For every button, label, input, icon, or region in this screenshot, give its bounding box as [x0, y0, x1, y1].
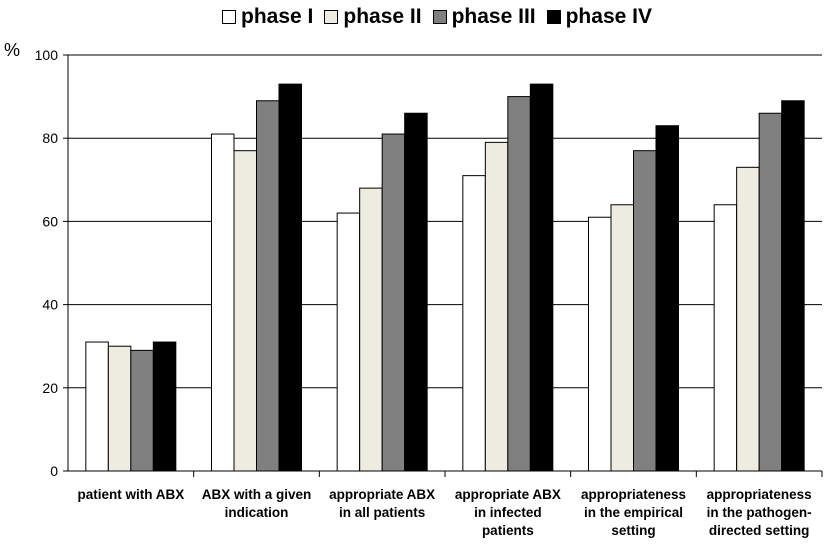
x-tick-label: directed setting	[709, 523, 810, 538]
x-tick-label: appropriateness	[581, 487, 686, 502]
bar	[85, 341, 109, 472]
bar	[781, 100, 805, 472]
bar	[610, 204, 634, 472]
y-tick-label: 100	[35, 47, 59, 63]
bar	[507, 96, 531, 472]
bar	[588, 216, 612, 472]
legend: phase I phase II phase III phase IV	[222, 5, 663, 29]
bar	[359, 187, 383, 472]
bar	[633, 150, 657, 472]
x-tick-label: in the empirical	[584, 505, 683, 520]
bar	[462, 175, 486, 472]
bar	[404, 112, 428, 472]
x-tick-label: setting	[611, 523, 655, 538]
legend-item-phase-3: phase III	[432, 5, 536, 29]
y-tick-label: 40	[42, 297, 58, 313]
bar	[107, 345, 132, 472]
x-tick-label: patient with ABX	[77, 487, 184, 502]
legend-label-phase-1: phase I	[241, 5, 314, 28]
bar	[152, 341, 177, 472]
legend-label-phase-2: phase II	[343, 5, 422, 28]
legend-item-phase-1: phase I	[222, 5, 313, 29]
legend-item-phase-2: phase II	[324, 5, 422, 29]
bar	[529, 83, 554, 472]
x-tick-label: in the pathogen-	[707, 505, 812, 520]
y-tick-label: 60	[42, 213, 58, 229]
x-tick-label: ABX with a given	[202, 487, 312, 502]
y-tick-label: 20	[42, 380, 58, 396]
bar	[484, 141, 509, 472]
x-tick-label: appropriate ABX	[455, 487, 561, 502]
y-tick-label: 80	[42, 130, 58, 146]
legend-item-phase-4: phase IV	[546, 5, 652, 29]
legend-label-phase-3: phase III	[451, 5, 536, 28]
bar	[655, 125, 679, 472]
bar	[130, 349, 154, 472]
bar	[713, 204, 738, 472]
legend-label-phase-4: phase IV	[565, 5, 652, 28]
bar	[211, 133, 235, 472]
bar	[758, 112, 783, 472]
x-tick-label: indication	[225, 505, 289, 520]
bar	[736, 166, 760, 472]
x-tick-label: in infected	[474, 505, 542, 520]
y-tick-label: 0	[50, 463, 58, 479]
bar	[256, 100, 280, 472]
x-tick-label: appropriateness	[707, 487, 812, 502]
bar	[233, 150, 257, 472]
bar	[278, 83, 302, 472]
legend-swatch-phase-3	[432, 10, 447, 24]
bar	[381, 133, 406, 472]
legend-swatch-phase-2	[324, 10, 339, 24]
legend-swatch-phase-4	[546, 10, 561, 24]
legend-swatch-phase-1	[222, 10, 236, 24]
bar	[336, 212, 361, 472]
y-axis-label: %	[4, 40, 21, 60]
x-tick-label: appropriate ABX	[329, 487, 435, 502]
x-tick-label: in all patients	[339, 505, 425, 520]
x-tick-label: patients	[482, 523, 534, 538]
